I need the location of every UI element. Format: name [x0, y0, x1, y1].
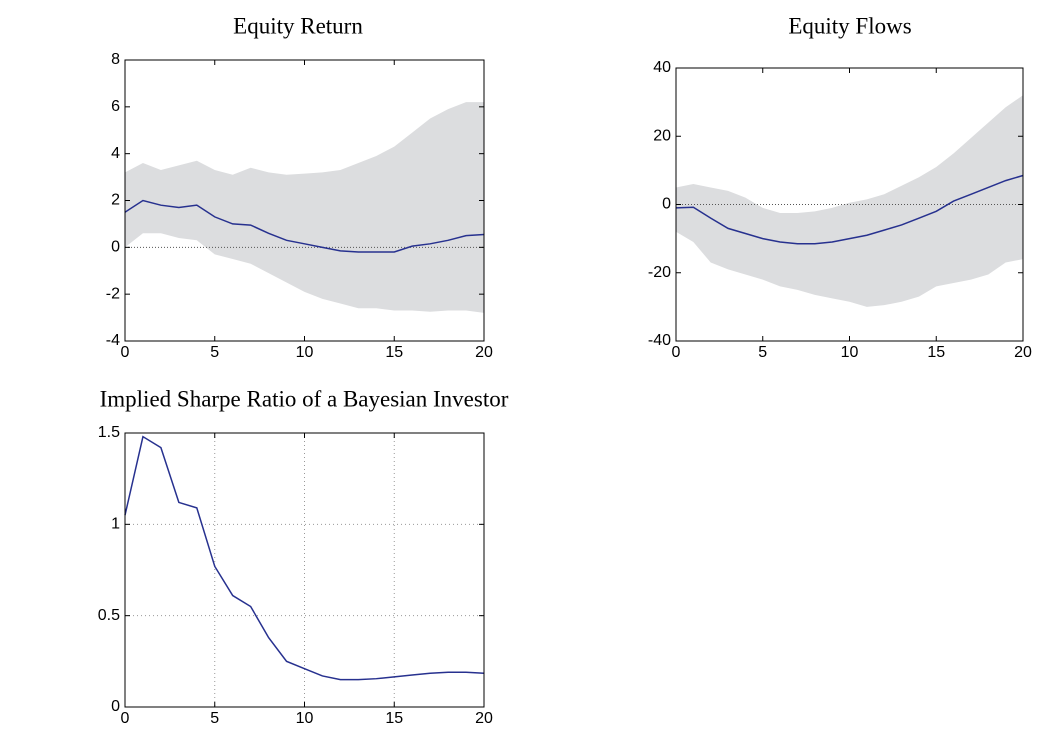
x-tick-label: 15	[927, 344, 945, 361]
x-tick-label: 10	[296, 710, 314, 727]
y-tick-label: 40	[653, 59, 671, 76]
confidence-band	[125, 102, 484, 313]
x-tick-label: 0	[121, 344, 130, 361]
x-tick-label: 15	[385, 710, 403, 727]
subplot: Equity Flows 0 5 10 15 20 -40 -20 0 20 40	[648, 13, 1032, 361]
chart-title: Implied Sharpe Ratio of a Bayesian Inves…	[100, 386, 509, 411]
x-tick-label: 20	[475, 710, 493, 727]
y-tick-label: -4	[106, 332, 120, 349]
y-tick-label: 0.5	[98, 607, 120, 624]
x-tick-label: 20	[475, 344, 493, 361]
x-tick-label: 15	[385, 344, 403, 361]
x-tick-label: 0	[672, 344, 681, 361]
chart-title: Equity Flows	[788, 13, 911, 38]
subplot: Implied Sharpe Ratio of a Bayesian Inves…	[98, 386, 509, 727]
x-tick-label: 20	[1014, 344, 1032, 361]
y-tick-label: 2	[111, 192, 120, 209]
data-line	[124, 199, 485, 253]
y-tick-label: 4	[111, 145, 120, 162]
y-tick-label: 8	[111, 51, 120, 68]
y-tick-label: -2	[106, 285, 120, 302]
y-tick-label: -40	[648, 332, 671, 349]
y-tick-label: 20	[653, 127, 671, 144]
chart-title: Equity Return	[233, 13, 363, 38]
data-line	[124, 435, 485, 681]
y-tick-label: 6	[111, 98, 120, 115]
x-tick-label: 10	[296, 344, 314, 361]
x-tick-label: 10	[841, 344, 859, 361]
x-tick-label: 0	[121, 710, 130, 727]
confidence-band	[676, 95, 1023, 307]
x-tick-label: 5	[210, 344, 219, 361]
x-tick-label: 5	[210, 710, 219, 727]
x-tick-label: 5	[758, 344, 767, 361]
y-tick-label: 0	[662, 196, 671, 213]
data-line	[675, 174, 1024, 245]
subplot: Equity Return 0 5 10 15 20 -4 -2 0 2 4 6 8	[106, 13, 493, 361]
y-tick-label: 1.5	[98, 424, 120, 441]
y-tick-label: 1	[111, 516, 120, 533]
y-tick-label: -20	[648, 264, 671, 281]
y-tick-label: 0	[111, 239, 120, 256]
y-tick-label: 0	[111, 698, 120, 715]
